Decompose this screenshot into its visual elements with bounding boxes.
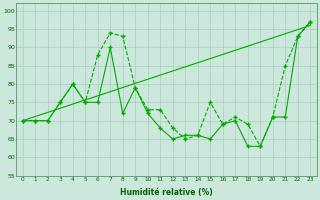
X-axis label: Humidité relative (%): Humidité relative (%)	[120, 188, 213, 197]
